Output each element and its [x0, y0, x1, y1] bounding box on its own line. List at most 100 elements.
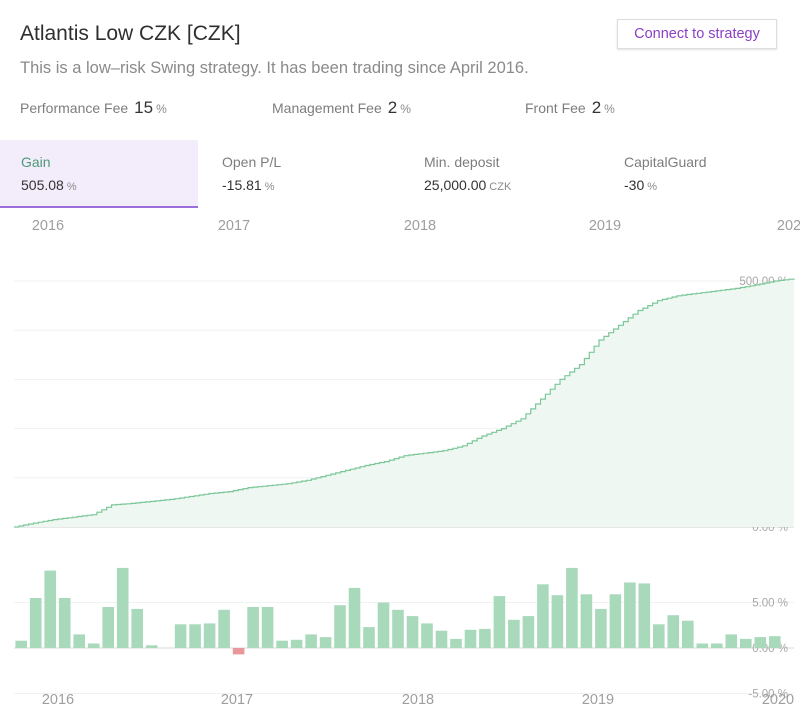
monthly-return-bar: [725, 634, 738, 648]
stats-tabs: Gain 505.08% Open P/L -15.81% Min. depos…: [0, 140, 800, 208]
open-pl-label: Open P/L: [222, 154, 282, 170]
top-year-label: 2017: [218, 218, 250, 234]
min-deposit-value: 25,000.00: [424, 177, 487, 193]
tab-gain[interactable]: Gain 505.08%: [0, 140, 198, 208]
monthly-return-bar: [348, 587, 361, 648]
monthly-return-bar: [653, 624, 665, 648]
management-fee-label: Management Fee: [272, 100, 382, 116]
monthly-return-bar: [522, 616, 535, 648]
monthly-return-bar: [696, 643, 709, 648]
monthly-return-bar: [116, 567, 129, 648]
gain-value: 505.08: [21, 177, 64, 193]
gain-unit: %: [66, 181, 77, 193]
monthly-return-bar: [624, 582, 636, 648]
connect-to-strategy-button[interactable]: Connect to strategy: [617, 19, 777, 49]
monthly-return-bar: [174, 624, 187, 648]
monthly-return-bar: [131, 608, 143, 648]
monthly-return-bar: [73, 634, 85, 648]
monthly-return-bar: [769, 636, 781, 648]
monthly-return-bar: [682, 620, 694, 648]
monthly-return-bar: [305, 634, 317, 648]
monthly-return-bar: [29, 598, 42, 648]
front-fee-unit: %: [604, 102, 615, 116]
monthly-return-bar: [580, 594, 593, 648]
monthly-return-bar: [87, 643, 100, 648]
bar-y-tick-label: -5.00 %: [748, 689, 788, 701]
front-fee-value: 2: [591, 98, 602, 117]
capitalguard-unit: %: [647, 181, 658, 193]
monthly-return-bar: [15, 640, 27, 648]
gain-label: Gain: [21, 154, 51, 170]
bar-y-tick-label: 5.00 %: [752, 598, 788, 610]
monthly-return-bar: [377, 602, 390, 648]
monthly-return-bar: [493, 596, 506, 648]
page-title: Atlantis Low CZK [CZK]: [20, 22, 241, 45]
monthly-return-bar: [189, 624, 201, 648]
monthly-return-bar: [711, 643, 723, 648]
monthly-return-bar: [218, 609, 230, 648]
bottom-year-label: 2016: [42, 692, 74, 708]
monthly-return-bar: [319, 637, 332, 648]
bottom-year-label: 2020: [762, 692, 794, 708]
management-fee-value: 2: [387, 98, 398, 117]
performance-fee-label: Performance Fee: [20, 100, 129, 116]
monthly-return-bar: [44, 570, 56, 648]
monthly-return-bar: [566, 567, 578, 648]
monthly-return-bar: [145, 645, 158, 648]
monthly-return-bar: [334, 605, 346, 648]
top-year-label: 202: [777, 218, 800, 234]
monthly-return-bar: [406, 616, 419, 648]
monthly-return-bar: [203, 623, 216, 648]
monthly-return-bar: [261, 607, 274, 648]
monthly-return-bar: [363, 627, 375, 648]
tab-min-deposit[interactable]: Min. deposit 25,000.00 CZK: [403, 140, 603, 208]
monthly-return-bar: [464, 629, 477, 648]
monthly-return-bar: [421, 623, 433, 648]
monthly-return-bar: [392, 609, 404, 648]
top-year-label: 2019: [589, 218, 621, 234]
tab-open-pl[interactable]: Open P/L -15.81%: [201, 140, 401, 208]
front-fee-label: Front Fee: [525, 100, 586, 116]
performance-fee: Performance Fee 15%: [20, 98, 167, 118]
capitalguard-value: -30: [624, 177, 645, 193]
monthly-return-bar: [450, 638, 462, 648]
monthly-return-bar: [232, 648, 245, 655]
open-pl-value: -15.81: [222, 177, 262, 193]
gain-series-line: [14, 278, 795, 528]
monthly-return-bar: [537, 584, 549, 648]
monthly-return-bar: [479, 628, 491, 648]
performance-fee-unit: %: [156, 102, 167, 116]
open-pl-unit: %: [264, 181, 275, 193]
tab-capitalguard[interactable]: CapitalGuard -30%: [603, 140, 800, 208]
min-deposit-unit: CZK: [489, 181, 512, 193]
bottom-year-label: 2018: [402, 692, 434, 708]
monthly-return-bar: [638, 583, 651, 648]
management-fee-unit: %: [400, 102, 411, 116]
top-year-label: 2018: [404, 218, 436, 234]
monthly-return-bar: [754, 637, 767, 648]
management-fee: Management Fee 2%: [272, 98, 411, 118]
monthly-return-bar: [595, 608, 607, 648]
capitalguard-label: CapitalGuard: [624, 154, 707, 170]
monthly-return-bar: [290, 639, 303, 648]
top-year-label: 2016: [32, 218, 64, 234]
min-deposit-label: Min. deposit: [424, 154, 500, 170]
monthly-return-bar: [740, 638, 752, 648]
monthly-return-bar: [508, 619, 520, 648]
performance-fee-value: 15: [134, 98, 154, 117]
monthly-return-bar: [667, 615, 680, 648]
strategy-description: This is a low–risk Swing strategy. It ha…: [20, 59, 529, 77]
bottom-year-label: 2017: [221, 692, 253, 708]
bottom-year-label: 2019: [582, 692, 614, 708]
monthly-return-bar: [58, 598, 71, 648]
monthly-return-bar: [247, 607, 259, 648]
gain-area-fill: [14, 278, 794, 527]
monthly-return-bar: [435, 630, 448, 648]
monthly-return-bar: [276, 640, 288, 648]
monthly-return-bar: [551, 595, 564, 648]
front-fee: Front Fee 2%: [525, 98, 615, 118]
monthly-return-bar: [609, 594, 622, 648]
monthly-return-bar: [102, 607, 114, 648]
fees-row: Performance Fee 15% Management Fee 2% Fron…: [0, 98, 800, 120]
